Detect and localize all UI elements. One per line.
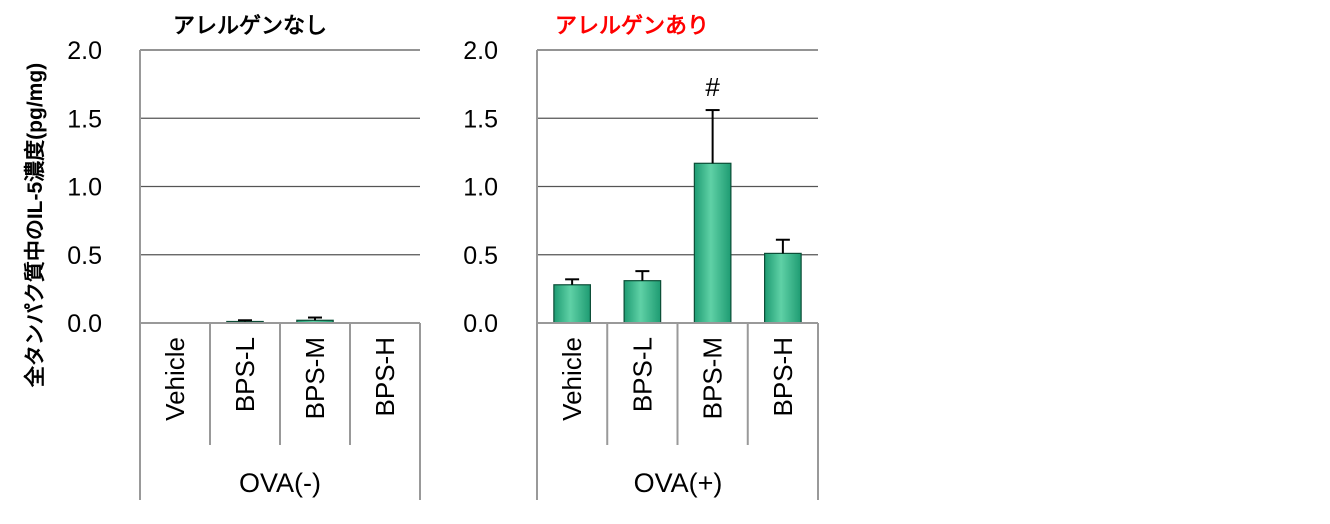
category-label: BPS-H <box>768 337 798 416</box>
y-tick-label: 2.0 <box>463 37 498 65</box>
panel-title-allergen-present: アレルゲンあり <box>555 13 709 38</box>
error-bars <box>238 316 322 322</box>
category-labels: Vehicle BPS-L BPS-M BPS-H <box>160 337 400 421</box>
gridlines <box>140 49 420 256</box>
y-tick-label: 1.0 <box>67 174 102 202</box>
bar-bps-h <box>764 252 802 324</box>
axes <box>139 50 421 500</box>
y-tick-label: 2.0 <box>67 37 102 65</box>
y-tick-labels: 0.0 0.5 1.0 1.5 2.0 <box>463 37 498 338</box>
gridlines <box>537 49 818 256</box>
category-label: BPS-M <box>300 337 330 419</box>
y-axis-label: 全タンパク質中のIL-5濃度(pg/mg) <box>23 63 47 388</box>
axes <box>536 50 819 500</box>
y-tick-label: 1.0 <box>463 174 498 202</box>
y-tick-label: 0.0 <box>67 310 102 338</box>
bar-bps-m <box>693 162 732 324</box>
chart-panel-allergen-absent: アレルゲンなし 0.0 0.5 1.0 1.5 2.0 Vehicle BPS-L BPS-… <box>67 13 421 500</box>
bar-bps-l <box>623 280 662 324</box>
category-label: Vehicle <box>557 337 587 421</box>
group-label-ova-minus: OVA(-) <box>239 468 321 498</box>
category-label: BPS-M <box>698 337 728 419</box>
category-label: BPS-L <box>627 337 657 412</box>
category-label: BPS-L <box>230 337 260 412</box>
panel-title-allergen-absent: アレルゲンなし <box>173 13 327 38</box>
y-tick-label: 0.5 <box>463 242 498 270</box>
bars <box>553 162 802 324</box>
chart-panel-allergen-present: アレルゲンあり 0.0 0.5 1.0 1.5 2.0 # Vehicle BPS-L BP… <box>463 13 819 500</box>
y-tick-label: 1.5 <box>67 105 102 133</box>
annotations: # <box>705 72 720 102</box>
group-label-ova-plus: OVA(+) <box>634 468 723 498</box>
category-labels: Vehicle BPS-L BPS-M BPS-H <box>557 337 798 421</box>
y-tick-labels: 0.0 0.5 1.0 1.5 2.0 <box>67 37 102 338</box>
bar-vehicle <box>553 284 591 324</box>
category-label: BPS-H <box>370 337 400 416</box>
category-label: Vehicle <box>160 337 190 421</box>
y-tick-label: 1.5 <box>463 105 498 133</box>
y-tick-label: 0.0 <box>463 310 498 338</box>
y-tick-label: 0.5 <box>67 242 102 270</box>
error-bars <box>565 109 790 285</box>
significance-mark: # <box>705 72 720 102</box>
